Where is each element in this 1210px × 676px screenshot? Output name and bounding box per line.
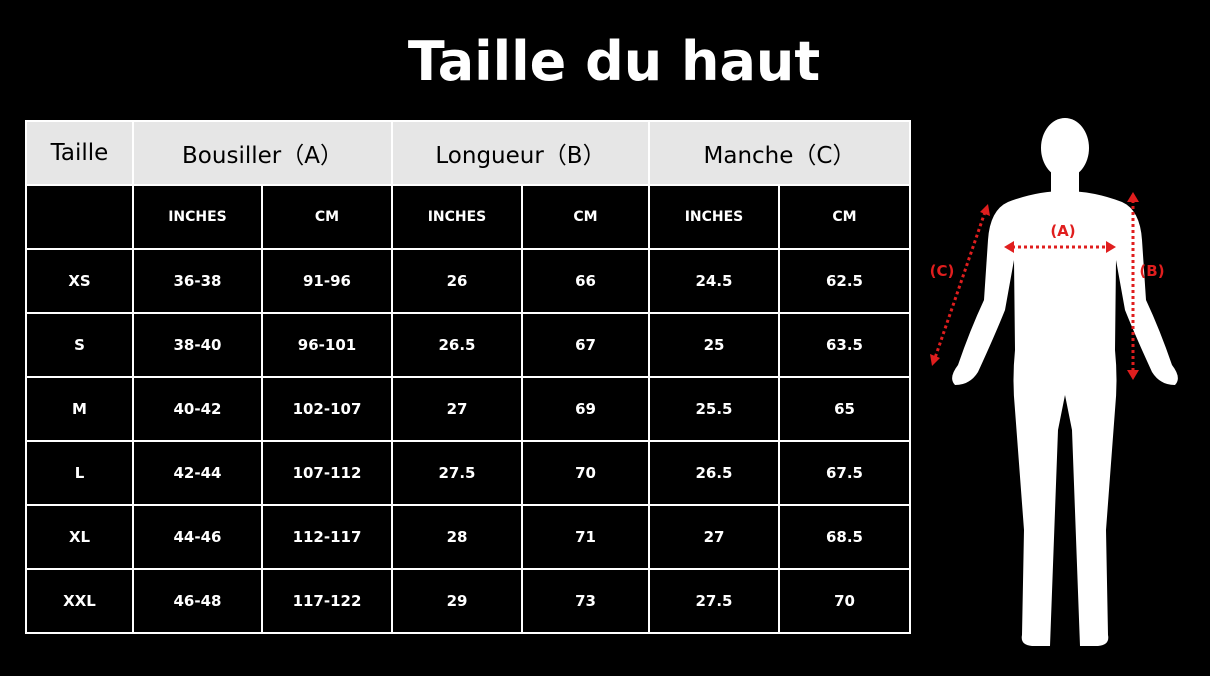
measurement-cell: 107-112 — [261, 440, 393, 506]
header-row: Taille Bousiller（A） Longueur（B） Manche（C… — [25, 120, 911, 186]
measurement-cell: 27 — [391, 376, 523, 442]
measurement-cell: 62.5 — [778, 248, 911, 314]
table-row: XL 44-46 112-117 28 71 27 68.5 — [25, 504, 911, 570]
measurement-cell: 44-46 — [132, 504, 263, 570]
measurement-cell: 91-96 — [261, 248, 393, 314]
header-size: Taille — [25, 120, 134, 186]
size-label: S — [25, 312, 134, 378]
measurement-cell: 65 — [778, 376, 911, 442]
unit-empty — [25, 184, 134, 250]
body-measurement-figure: (A) (B) (C) — [930, 118, 1178, 646]
size-label: L — [25, 440, 134, 506]
unit-cell: INCHES — [391, 184, 523, 250]
measurement-cell: 38-40 — [132, 312, 263, 378]
size-label: XXL — [25, 568, 134, 634]
header-sleeve: Manche（C） — [648, 120, 911, 186]
measurement-cell: 63.5 — [778, 312, 911, 378]
measurement-cell: 26.5 — [391, 312, 523, 378]
size-table: Taille Bousiller（A） Longueur（B） Manche（C… — [25, 120, 911, 634]
measurement-cell: 26.5 — [648, 440, 780, 506]
measurement-cell: 112-117 — [261, 504, 393, 570]
header-chest: Bousiller（A） — [132, 120, 393, 186]
measurement-cell: 27 — [648, 504, 780, 570]
measurement-cell: 27.5 — [648, 568, 780, 634]
label-a: (A) — [1050, 222, 1075, 240]
measurement-cell: 117-122 — [261, 568, 393, 634]
page-title: Taille du haut — [407, 30, 821, 93]
unit-row: INCHES CM INCHES CM INCHES CM — [25, 184, 911, 250]
size-label: M — [25, 376, 134, 442]
measurement-arrows — [933, 200, 1135, 372]
measurement-cell: 66 — [521, 248, 650, 314]
measurement-cell: 40-42 — [132, 376, 263, 442]
measurement-cell: 36-38 — [132, 248, 263, 314]
measurement-cell: 46-48 — [132, 568, 263, 634]
measurement-cell: 29 — [391, 568, 523, 634]
measurement-cell: 28 — [391, 504, 523, 570]
header-length: Longueur（B） — [391, 120, 650, 186]
table-row: S 38-40 96-101 26.5 67 25 63.5 — [25, 312, 911, 378]
measurement-cell: 67 — [521, 312, 650, 378]
measurement-cell: 67.5 — [778, 440, 911, 506]
unit-cell: CM — [521, 184, 650, 250]
table-row: M 40-42 102-107 27 69 25.5 65 — [25, 376, 911, 442]
arrow-heads — [930, 192, 1139, 380]
measurement-cell: 26 — [391, 248, 523, 314]
measurement-cell: 69 — [521, 376, 650, 442]
measurement-cell: 25 — [648, 312, 780, 378]
unit-cell: CM — [778, 184, 911, 250]
unit-cell: INCHES — [648, 184, 780, 250]
size-label: XS — [25, 248, 134, 314]
measurement-cell: 73 — [521, 568, 650, 634]
measurement-cell: 70 — [521, 440, 650, 506]
measurement-cell: 27.5 — [391, 440, 523, 506]
measurement-cell: 70 — [778, 568, 911, 634]
measurement-cell: 102-107 — [261, 376, 393, 442]
measurement-cell: 24.5 — [648, 248, 780, 314]
table-row: L 42-44 107-112 27.5 70 26.5 67.5 — [25, 440, 911, 506]
size-label: XL — [25, 504, 134, 570]
measurement-cell: 42-44 — [132, 440, 263, 506]
unit-cell: CM — [261, 184, 393, 250]
measurement-cell: 96-101 — [261, 312, 393, 378]
body-silhouette — [952, 118, 1178, 646]
table-row: XS 36-38 91-96 26 66 24.5 62.5 — [25, 248, 911, 314]
measurement-cell: 71 — [521, 504, 650, 570]
label-c: (C) — [930, 262, 955, 280]
label-b: (B) — [1139, 262, 1164, 280]
table-row: XXL 46-48 117-122 29 73 27.5 70 — [25, 568, 911, 634]
measurement-cell: 25.5 — [648, 376, 780, 442]
measurement-cell: 68.5 — [778, 504, 911, 570]
unit-cell: INCHES — [132, 184, 263, 250]
